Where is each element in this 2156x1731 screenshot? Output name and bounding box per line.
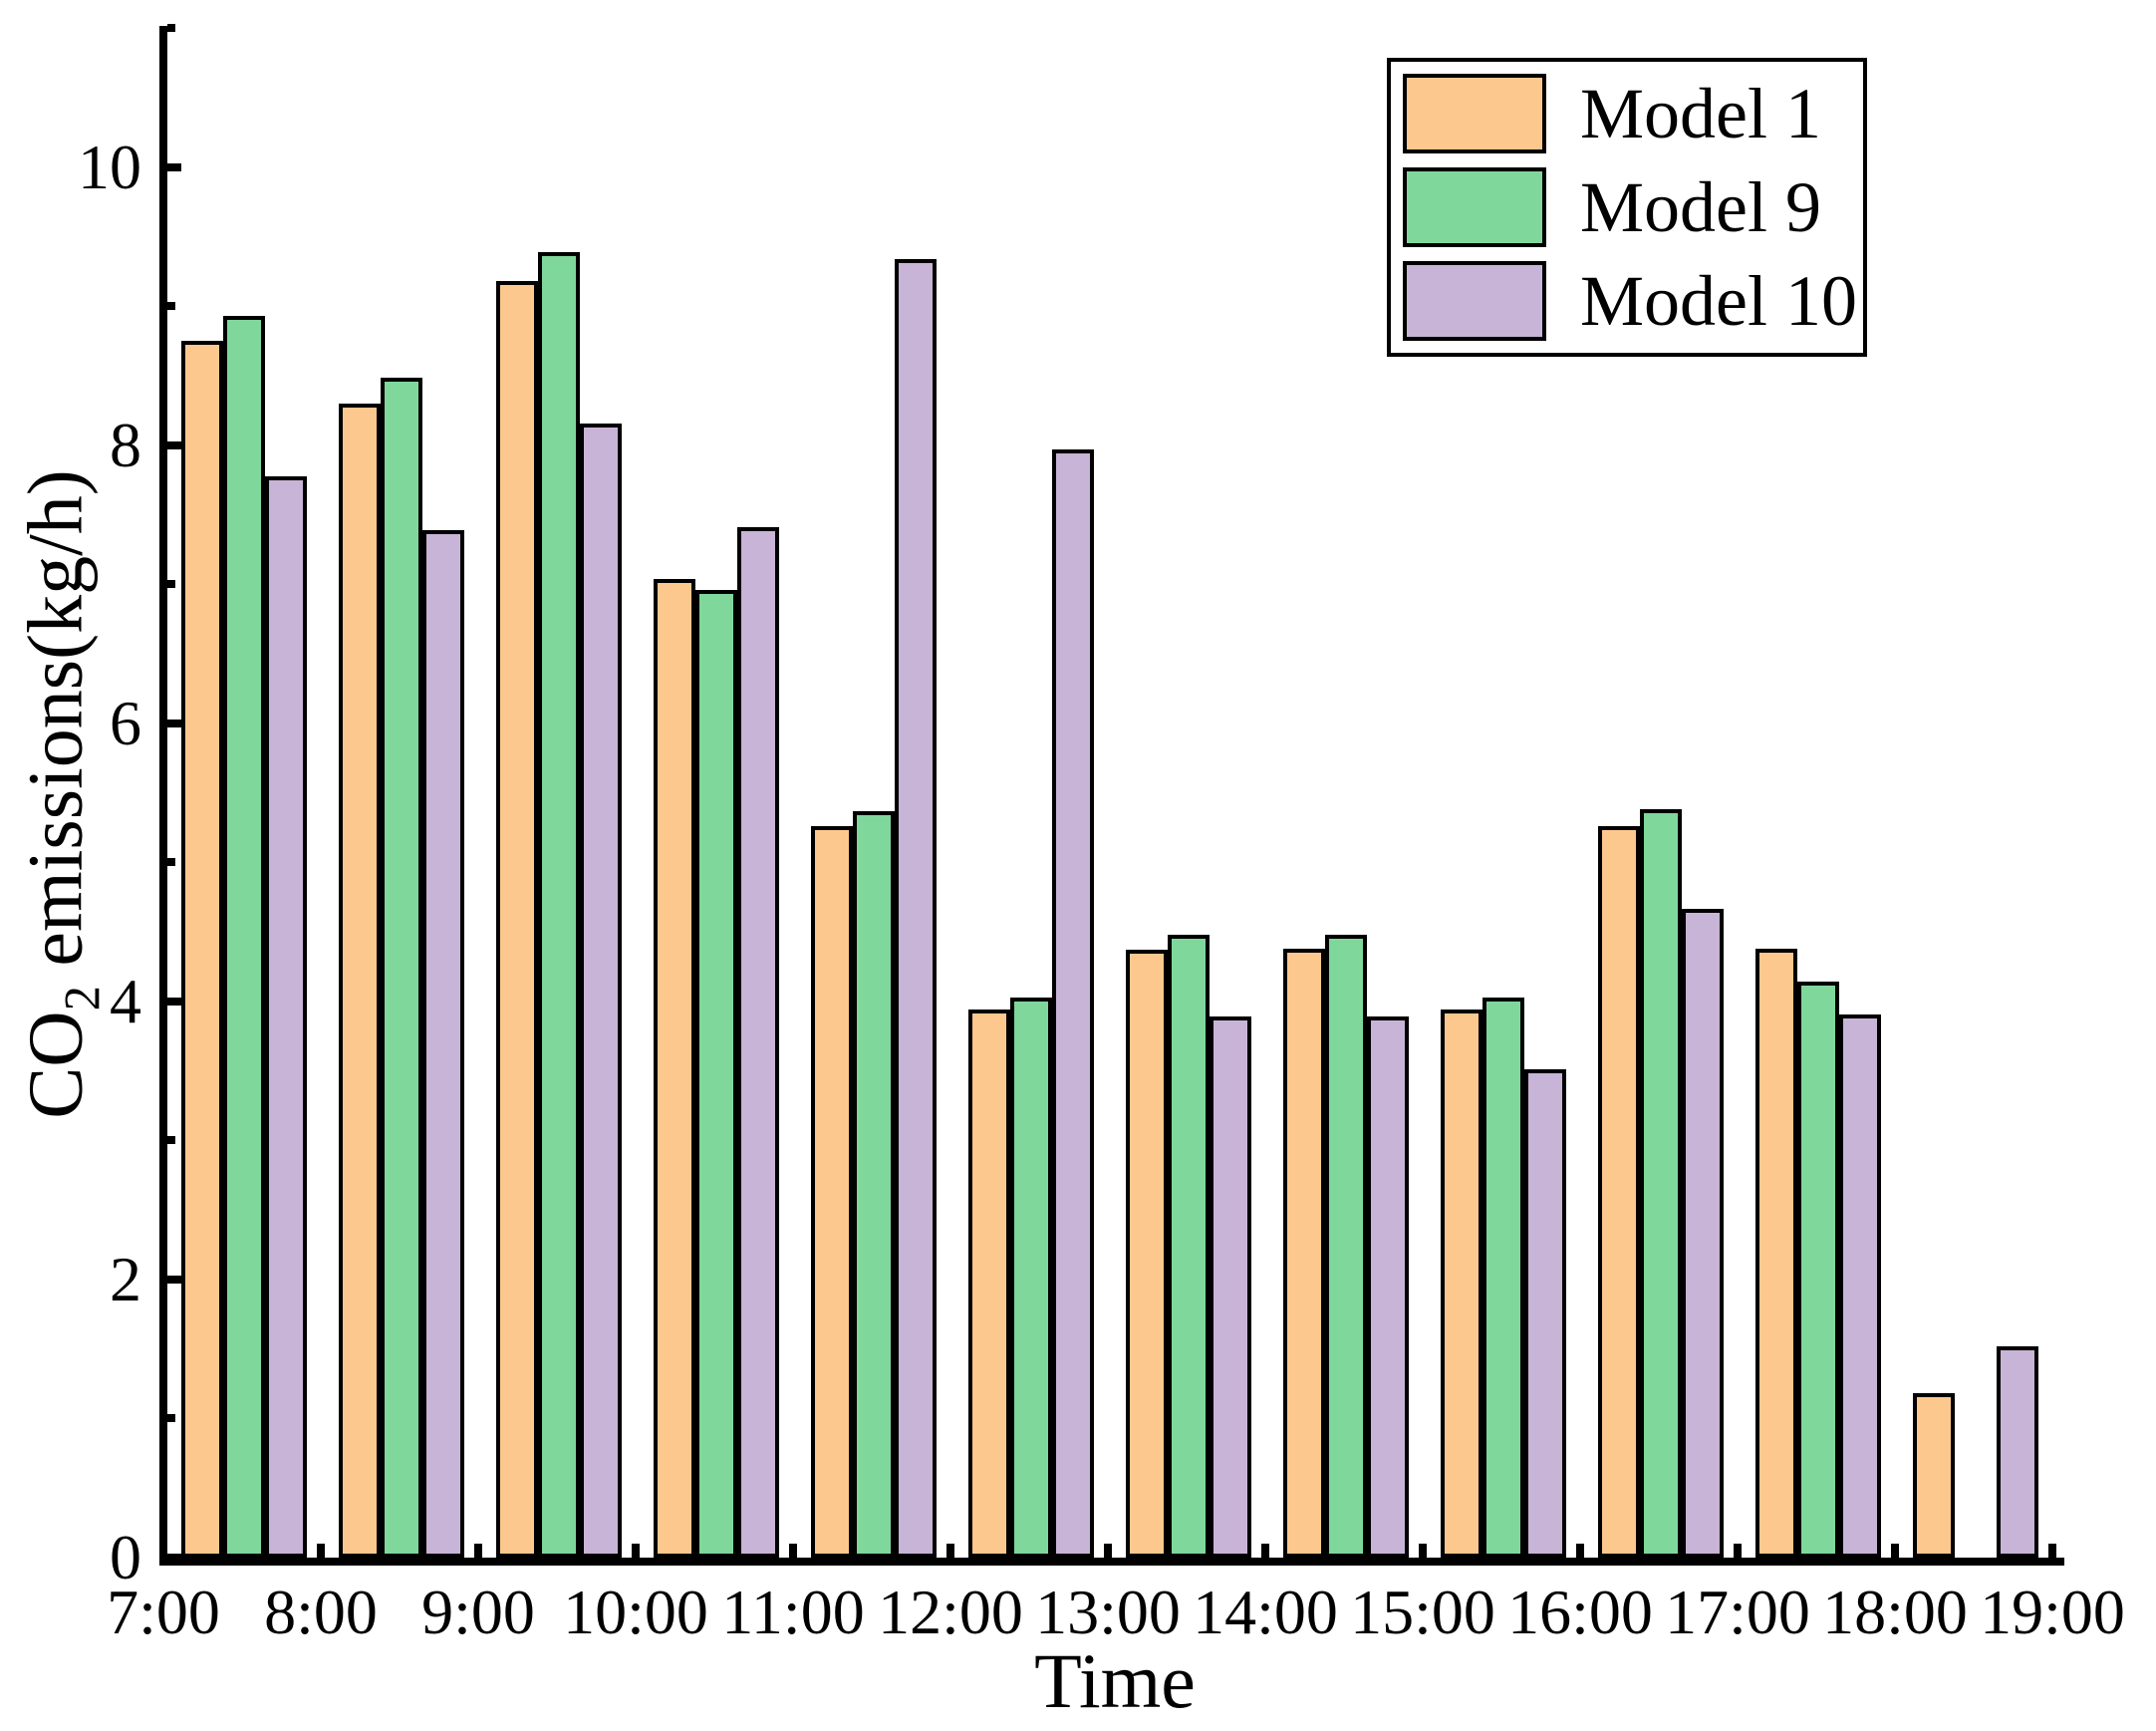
- legend-row: Model 10: [1403, 261, 1857, 341]
- y-major-tick: [167, 998, 181, 1006]
- legend-swatch-3: [1403, 261, 1546, 341]
- y-axis-spine: [159, 26, 167, 1566]
- x-tick-label: 14:00: [1193, 1577, 1338, 1647]
- y-minor-tick: [167, 858, 175, 866]
- x-major-tick: [1576, 1544, 1584, 1558]
- bar: [1168, 935, 1210, 1558]
- x-major-tick: [1104, 1544, 1112, 1558]
- bar: [811, 826, 853, 1558]
- x-major-tick: [789, 1544, 797, 1558]
- x-tick-label: 7:00: [107, 1577, 220, 1647]
- x-major-tick: [317, 1544, 325, 1558]
- x-tick-label: 9:00: [421, 1577, 535, 1647]
- x-major-tick: [1734, 1544, 1742, 1558]
- y-tick-label: 0: [110, 1522, 141, 1592]
- bar: [1010, 998, 1052, 1558]
- bar: [1997, 1346, 2038, 1558]
- x-tick-label: 10:00: [563, 1577, 708, 1647]
- y-minor-tick: [167, 302, 175, 310]
- x-major-tick: [474, 1544, 482, 1558]
- bar: [1325, 935, 1367, 1558]
- bar: [695, 590, 737, 1558]
- y-minor-tick: [167, 1136, 175, 1144]
- y-minor-tick: [167, 1414, 175, 1422]
- y-axis-title-subscript: 2: [54, 986, 111, 1011]
- y-axis-title: CO2 emissions(kg/h): [11, 469, 111, 1119]
- bar: [1283, 949, 1325, 1558]
- x-tick-label: 12:00: [878, 1577, 1023, 1647]
- x-tick-label: 16:00: [1507, 1577, 1653, 1647]
- bar: [339, 404, 381, 1558]
- x-tick-label: 11:00: [721, 1577, 865, 1647]
- bar: [181, 341, 223, 1558]
- bar: [1210, 1016, 1251, 1558]
- bar: [381, 378, 422, 1558]
- x-major-tick: [946, 1544, 954, 1558]
- y-major-tick: [167, 1276, 181, 1284]
- bar: [1482, 998, 1524, 1558]
- bar: [1367, 1016, 1409, 1558]
- x-major-tick: [1261, 1544, 1269, 1558]
- legend-swatch-2: [1403, 167, 1546, 247]
- x-major-tick: [159, 1544, 167, 1558]
- x-major-tick: [2048, 1544, 2056, 1558]
- x-tick-label: 19:00: [1980, 1577, 2125, 1647]
- bar: [895, 259, 937, 1558]
- legend-row: Model 1: [1403, 74, 1857, 153]
- y-major-tick: [167, 163, 181, 171]
- x-tick-label: 13:00: [1035, 1577, 1181, 1647]
- x-tick-label: 15:00: [1350, 1577, 1495, 1647]
- y-major-tick: [167, 1554, 181, 1562]
- bar: [1755, 949, 1797, 1558]
- bar: [496, 281, 538, 1558]
- legend-label: Model 1: [1580, 74, 1821, 153]
- x-tick-label: 8:00: [264, 1577, 378, 1647]
- bar: [1441, 1010, 1482, 1558]
- bar: [1524, 1069, 1566, 1558]
- y-tick-label: 4: [110, 966, 141, 1036]
- y-minor-tick: [167, 24, 175, 32]
- bar: [654, 579, 695, 1558]
- bar: [1913, 1393, 1955, 1558]
- y-axis-title-text: CO: [11, 1010, 99, 1119]
- legend: Model 1 Model 9 Model 10: [1387, 58, 1867, 357]
- bar: [223, 316, 265, 1558]
- bar: [968, 1010, 1010, 1558]
- x-axis-title: Time: [1034, 1637, 1196, 1724]
- legend-row: Model 9: [1403, 167, 1857, 247]
- bar: [853, 811, 895, 1558]
- bar: [1797, 982, 1839, 1558]
- bar: [1126, 950, 1168, 1558]
- bar: [1598, 826, 1640, 1558]
- bar: [737, 527, 779, 1558]
- legend-label: Model 9: [1580, 167, 1821, 247]
- legend-swatch-1: [1403, 74, 1546, 153]
- bar: [538, 252, 580, 1558]
- y-tick-label: 10: [78, 132, 141, 202]
- x-tick-label: 17:00: [1665, 1577, 1810, 1647]
- y-tick-label: 6: [110, 688, 141, 758]
- bar: [1052, 449, 1094, 1558]
- y-tick-label: 8: [110, 410, 141, 480]
- x-axis-spine: [159, 1558, 2064, 1566]
- x-tick-label: 18:00: [1822, 1577, 1968, 1647]
- y-major-tick: [167, 720, 181, 727]
- y-tick-label: 2: [110, 1244, 141, 1314]
- x-major-tick: [632, 1544, 640, 1558]
- y-major-tick: [167, 441, 181, 449]
- x-major-tick: [1891, 1544, 1899, 1558]
- legend-label: Model 10: [1580, 261, 1857, 341]
- bar: [1839, 1014, 1881, 1558]
- x-major-tick: [1419, 1544, 1427, 1558]
- bar: [580, 424, 622, 1558]
- bar: [1640, 809, 1682, 1558]
- bar: [1682, 909, 1724, 1558]
- y-axis-title-text: emissions(kg/h): [11, 469, 99, 987]
- y-minor-tick: [167, 580, 175, 588]
- bar: [422, 530, 464, 1558]
- bar: [265, 476, 307, 1558]
